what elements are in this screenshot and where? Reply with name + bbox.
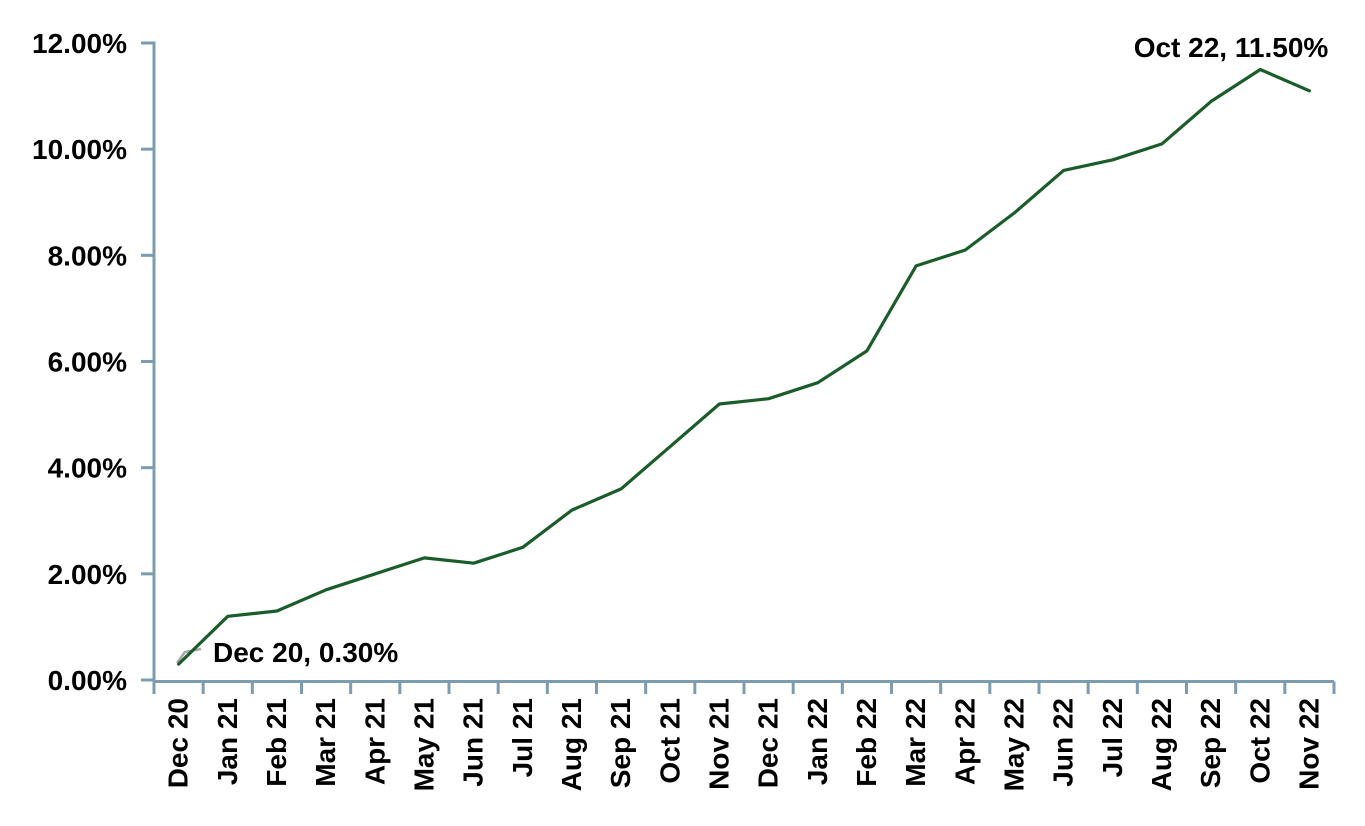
x-axis-category-label: Apr 21 [359,698,390,785]
y-axis-tick-label: 4.00% [48,453,127,484]
x-axis-category-label: May 22 [998,698,1029,791]
annotation-start-label: Dec 20, 0.30% [213,637,398,668]
x-axis-category-label: Jun 21 [458,698,489,787]
x-axis-category-label: Mar 21 [310,698,341,787]
y-axis-tick-label: 8.00% [48,240,127,271]
x-axis-category-label: May 21 [408,698,439,791]
y-axis-tick-label: 12.00% [32,28,127,59]
x-axis-category-label: Oct 22 [1244,698,1275,784]
x-axis-category-label: Nov 22 [1293,698,1324,790]
y-axis-tick-label: 2.00% [48,559,127,590]
x-axis-category-label: Jul 22 [1097,698,1128,777]
y-axis-tick-label: 6.00% [48,347,127,378]
x-axis-category-label: Dec 20 [163,698,194,788]
x-axis-category-label: Aug 22 [1146,698,1177,791]
x-axis-category-label: Jun 22 [1048,698,1079,787]
x-axis-category-label: Nov 21 [703,698,734,790]
x-axis-category-label: Jul 21 [507,698,538,777]
x-axis-category-label: Dec 21 [753,698,784,788]
x-axis-category-label: Feb 21 [261,698,292,787]
x-axis-category-label: Oct 21 [654,698,685,784]
x-axis-category-label: Jan 21 [212,698,243,785]
x-axis-category-label: Sep 22 [1195,698,1226,788]
annotation-leader-line [175,647,202,664]
annotation-peak-label: Oct 22, 11.50% [1134,32,1329,63]
y-axis-tick-label: 0.00% [48,665,127,696]
x-axis-category-label: Mar 22 [900,698,931,787]
plot-area: 0.00% 2.00% 4.00% 6.00% 8.00% 10.00% 12.00% Dec… [32,28,1336,791]
x-axis-category-label: Feb 22 [851,698,882,787]
x-axis-category-label: Sep 21 [605,698,636,788]
x-axis-category-label: Aug 21 [556,698,587,791]
y-axis-tick-label: 10.00% [32,134,127,165]
x-axis-category-label: Apr 22 [949,698,980,785]
inflation-line-series [177,67,1312,666]
x-axis-category-label: Jan 22 [802,698,833,785]
